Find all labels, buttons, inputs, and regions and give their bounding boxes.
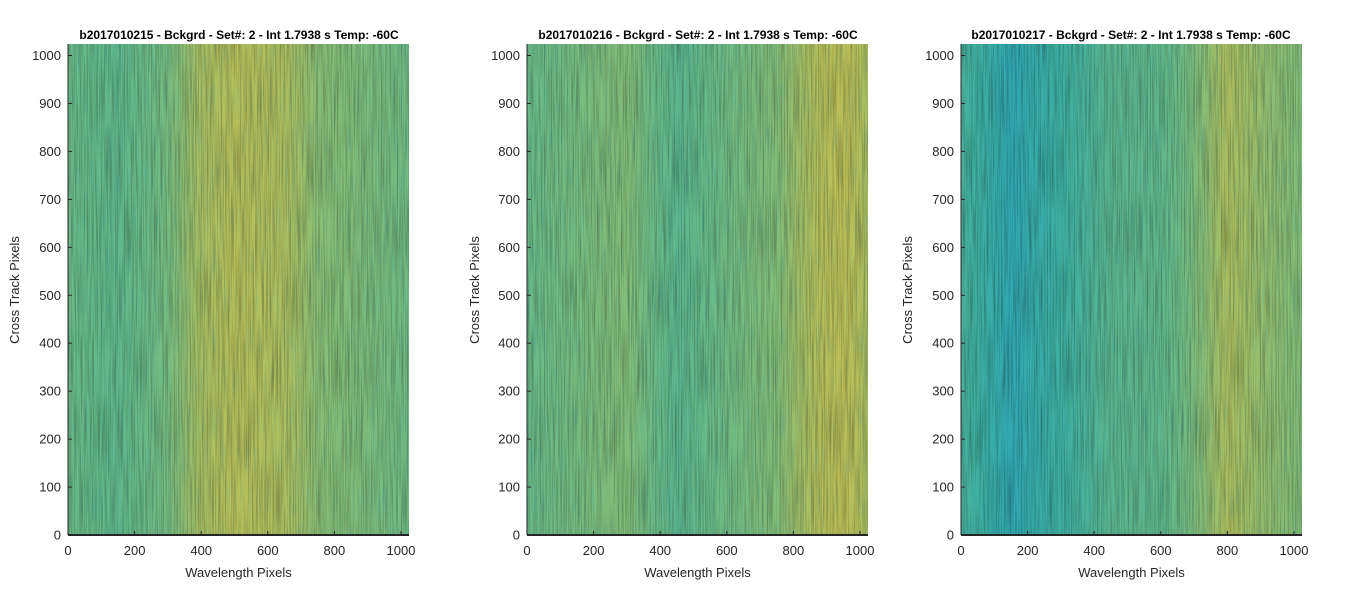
y-tick-label: 400 bbox=[932, 336, 954, 351]
y-tick-label: 900 bbox=[498, 96, 520, 111]
y-axis: 0 100 200 300 400 500 600 700 800 900 1000 bbox=[491, 44, 531, 543]
heatmap-image bbox=[68, 44, 409, 535]
y-tick-label: 200 bbox=[932, 432, 954, 447]
x-tick-label: 0 bbox=[523, 543, 530, 558]
y-tick-label: 200 bbox=[498, 432, 520, 447]
x-tick-label: 800 bbox=[324, 543, 346, 558]
x-tick-label: 800 bbox=[783, 543, 805, 558]
y-tick-label: 500 bbox=[932, 288, 954, 303]
y-tick-label: 700 bbox=[39, 192, 61, 207]
y-tick-label: 800 bbox=[932, 144, 954, 159]
chart-title: b2017010216 - Bckgrd - Set#: 2 - Int 1.7… bbox=[538, 28, 858, 42]
x-axis-label: Wavelength Pixels bbox=[1078, 565, 1185, 580]
y-tick-label: 700 bbox=[498, 192, 520, 207]
y-tick-label: 500 bbox=[39, 288, 61, 303]
y-tick-label: 800 bbox=[498, 144, 520, 159]
y-tick-label: 700 bbox=[932, 192, 954, 207]
y-axis-label: Cross Track Pixels bbox=[467, 236, 482, 344]
x-tick-label: 400 bbox=[1083, 543, 1105, 558]
y-tick-label: 100 bbox=[498, 480, 520, 495]
x-tick-label: 600 bbox=[1150, 543, 1172, 558]
y-axis-label: Cross Track Pixels bbox=[7, 236, 22, 344]
y-tick-label: 400 bbox=[498, 336, 520, 351]
y-tick-label: 600 bbox=[498, 240, 520, 255]
x-axis: 0 200 400 600 800 1000 bbox=[957, 531, 1308, 558]
x-tick-label: 600 bbox=[716, 543, 738, 558]
x-tick-label: 400 bbox=[190, 543, 212, 558]
x-tick-label: 1000 bbox=[1280, 543, 1309, 558]
y-tick-label: 300 bbox=[498, 384, 520, 399]
x-tick-label: 1000 bbox=[387, 543, 416, 558]
y-tick-label: 500 bbox=[498, 288, 520, 303]
y-tick-label: 0 bbox=[947, 528, 954, 543]
x-tick-label: 200 bbox=[124, 543, 146, 558]
y-tick-label: 1000 bbox=[32, 48, 61, 63]
y-tick-label: 300 bbox=[39, 384, 61, 399]
y-tick-label: 900 bbox=[932, 96, 954, 111]
y-tick-label: 600 bbox=[39, 240, 61, 255]
x-axis: 0 200 400 600 800 1000 bbox=[64, 531, 415, 558]
heatmap-panel-3: b2017010217 - Bckgrd - Set#: 2 - Int 1.7… bbox=[900, 28, 1308, 580]
y-tick-label: 0 bbox=[513, 528, 520, 543]
heatmap-panel-2: b2017010216 - Bckgrd - Set#: 2 - Int 1.7… bbox=[467, 28, 874, 580]
y-tick-label: 1000 bbox=[925, 48, 954, 63]
x-axis: 0 200 400 600 800 1000 bbox=[523, 531, 874, 558]
y-tick-label: 1000 bbox=[491, 48, 520, 63]
x-tick-label: 0 bbox=[64, 543, 71, 558]
y-tick-label: 900 bbox=[39, 96, 61, 111]
heatmap-image bbox=[961, 44, 1302, 535]
heatmap-image bbox=[527, 44, 868, 535]
chart-title: b2017010215 - Bckgrd - Set#: 2 - Int 1.7… bbox=[79, 28, 399, 42]
x-axis-label: Wavelength Pixels bbox=[644, 565, 751, 580]
x-tick-label: 800 bbox=[1217, 543, 1239, 558]
y-tick-label: 100 bbox=[39, 480, 61, 495]
y-tick-label: 600 bbox=[932, 240, 954, 255]
x-tick-label: 600 bbox=[257, 543, 279, 558]
y-axis-label: Cross Track Pixels bbox=[900, 236, 915, 344]
x-tick-label: 200 bbox=[1017, 543, 1039, 558]
x-axis-label: Wavelength Pixels bbox=[185, 565, 292, 580]
x-tick-label: 0 bbox=[957, 543, 964, 558]
x-tick-label: 200 bbox=[583, 543, 605, 558]
y-axis: 0 100 200 300 400 500 600 700 800 900 1000 bbox=[32, 44, 72, 543]
y-tick-label: 300 bbox=[932, 384, 954, 399]
chart-title: b2017010217 - Bckgrd - Set#: 2 - Int 1.7… bbox=[971, 28, 1291, 42]
x-tick-label: 400 bbox=[649, 543, 671, 558]
y-tick-label: 200 bbox=[39, 432, 61, 447]
y-axis: 0 100 200 300 400 500 600 700 800 900 1000 bbox=[925, 44, 965, 543]
y-tick-label: 400 bbox=[39, 336, 61, 351]
y-tick-label: 800 bbox=[39, 144, 61, 159]
x-tick-label: 1000 bbox=[846, 543, 875, 558]
y-tick-label: 0 bbox=[54, 528, 61, 543]
y-tick-label: 100 bbox=[932, 480, 954, 495]
heatmap-panel-1: b2017010215 - Bckgrd - Set#: 2 - Int 1.7… bbox=[7, 28, 415, 580]
